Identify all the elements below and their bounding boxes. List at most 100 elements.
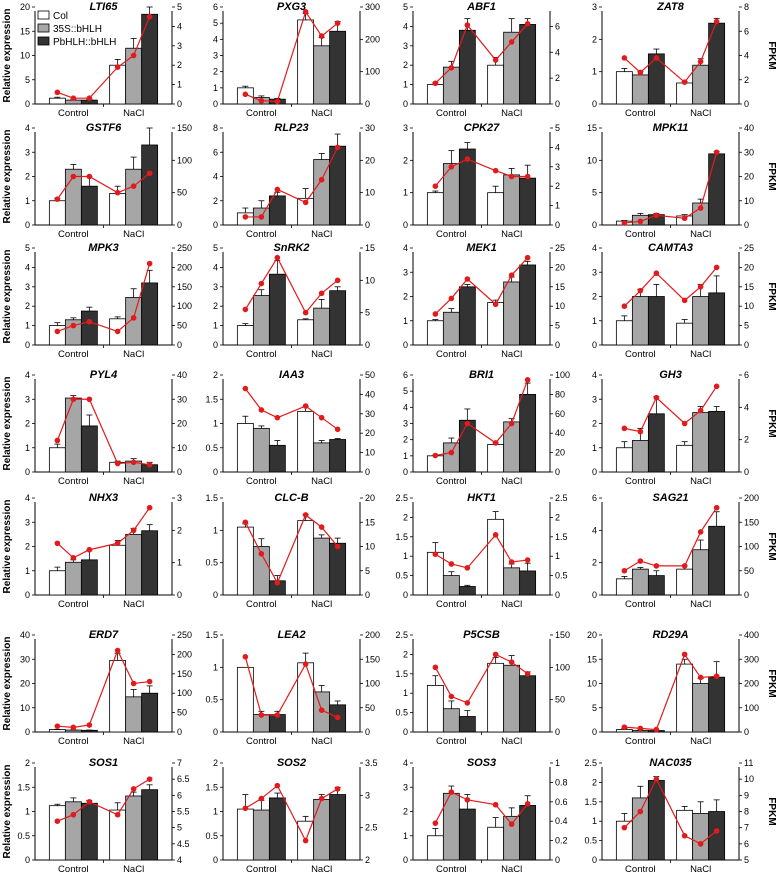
fpkm-point	[318, 290, 325, 297]
y-tick-label: 3	[213, 282, 218, 292]
y2-tick-label: 40	[365, 389, 375, 399]
fpkm-line	[244, 256, 339, 314]
bar	[329, 794, 347, 861]
bar	[141, 13, 159, 105]
fpkm-point	[637, 808, 644, 815]
fpkm-point	[146, 504, 153, 511]
y-tick-label: 5	[403, 386, 408, 396]
y2-tick-label: 100	[744, 542, 759, 552]
y-tick-label: 4	[25, 262, 30, 272]
x-tick-label: Control	[58, 349, 89, 360]
y-tick-label: 1	[25, 443, 30, 453]
chart-title: SnRK2	[273, 242, 309, 254]
fpkm-point	[70, 724, 77, 731]
y2-tick-label: 0	[365, 99, 370, 109]
x-tick-label: NaCl	[501, 349, 522, 360]
y-tick-label: 6	[213, 147, 218, 157]
bar	[48, 447, 66, 473]
fpkm-point	[524, 173, 531, 180]
y2-tick-label: 10	[744, 301, 754, 311]
y-tick-label: 4	[213, 34, 218, 44]
y-tick-label: 2	[25, 758, 30, 768]
fpkm-point	[130, 527, 137, 534]
fpkm-point	[70, 322, 77, 329]
bar	[692, 64, 710, 105]
bar	[708, 410, 726, 473]
fpkm-point	[274, 782, 281, 789]
x-tick-label: NaCl	[311, 736, 332, 747]
y2-tick-label: 8	[744, 2, 749, 12]
bar	[268, 273, 286, 346]
y-tick-label: 2	[592, 34, 597, 44]
y-tick-label: 0	[403, 99, 408, 109]
bar	[519, 393, 537, 473]
y2-tick-label: 50	[177, 321, 187, 331]
chart-title: RLP23	[274, 122, 308, 134]
fpkm-point	[70, 811, 77, 818]
fpkm-point	[318, 524, 325, 530]
bar	[236, 808, 254, 861]
y2-tick-label: 10	[744, 774, 754, 784]
y2-tick-label: 6	[744, 370, 749, 380]
fpkm-point	[318, 33, 325, 39]
y-tick-label: 3	[403, 267, 408, 277]
bar	[426, 84, 444, 105]
y-tick-label: 2	[25, 419, 30, 429]
fpkm-point	[86, 173, 93, 180]
fpkm-point	[637, 218, 644, 225]
bar	[297, 410, 315, 473]
bar	[487, 192, 505, 226]
chart-title: MPK11	[653, 122, 689, 134]
y2-tick-label: 5	[555, 123, 560, 133]
x-tick-label: Control	[625, 349, 656, 360]
fpkm-point	[492, 167, 499, 174]
fpkm-point	[130, 52, 137, 59]
left-axis-title: Relative expression	[2, 9, 13, 103]
y-tick-label: 1	[403, 551, 408, 561]
fpkm-point	[464, 22, 471, 28]
fpkm-point	[302, 309, 309, 316]
fpkm-point	[242, 519, 249, 526]
fpkm-point	[242, 306, 249, 313]
fpkm-point	[681, 563, 688, 569]
fpkm-line	[434, 23, 529, 84]
y-tick-label: 5	[213, 18, 218, 28]
fpkm-point	[464, 700, 471, 706]
bar	[268, 444, 286, 473]
y2-tick-label: 50	[365, 703, 375, 713]
y-tick-label: 3	[213, 51, 218, 61]
y-tick-label: 0	[403, 340, 408, 350]
y2-tick-label: 0	[365, 340, 370, 350]
y2-tick-label: 1	[177, 558, 182, 568]
y2-tick-label: 0	[365, 727, 370, 737]
y-tick-label: 2	[213, 196, 218, 206]
fpkm-point	[302, 661, 309, 667]
fpkm-point	[54, 89, 61, 96]
y-tick-label: 1	[592, 443, 597, 453]
y2-tick-label: 15	[555, 282, 565, 292]
fpkm-point	[492, 651, 499, 658]
y2-tick-label: 5	[177, 823, 182, 833]
chart-title: ZAT8	[656, 1, 685, 13]
y2-tick-label: 150	[177, 282, 192, 292]
chart-panel-camta3: CAMTA3 0 1 2 3 4 0 5 10 15 20 25 Control NaCl	[592, 242, 754, 360]
fpkm-point	[334, 786, 341, 792]
x-tick-label: NaCl	[501, 736, 522, 747]
y-tick-label: 2	[403, 435, 408, 445]
bar	[487, 64, 505, 105]
y-tick-label: 0.5	[205, 831, 218, 841]
bar	[141, 530, 159, 596]
bar	[426, 685, 444, 733]
y2-tick-label: 0	[555, 340, 560, 350]
y-tick-label: 1	[592, 316, 597, 326]
x-tick-label: NaCl	[690, 864, 711, 875]
bar	[64, 561, 82, 596]
bar	[647, 413, 665, 473]
y-tick-label: 3	[403, 782, 408, 792]
y2-tick-label: 4	[555, 47, 560, 57]
y-tick-label: 2	[592, 292, 597, 302]
bar	[631, 296, 649, 346]
y2-tick-label: 0	[555, 727, 560, 737]
